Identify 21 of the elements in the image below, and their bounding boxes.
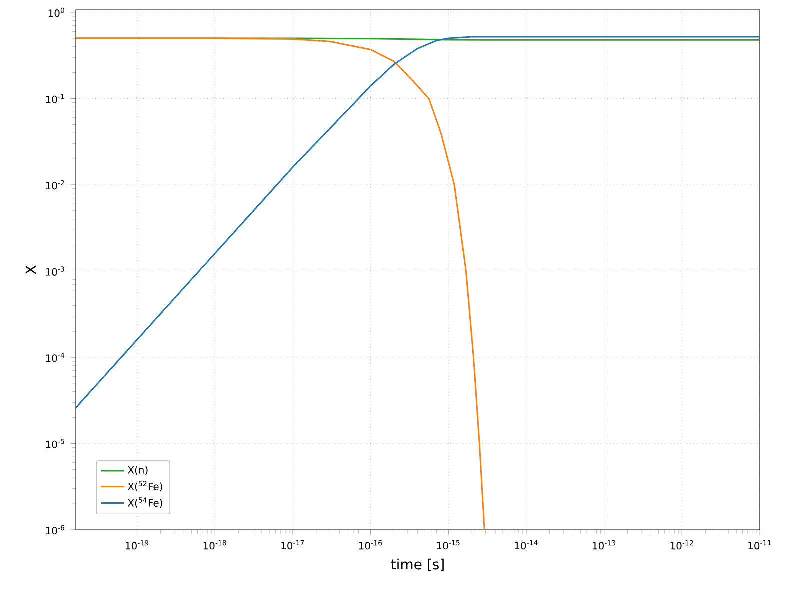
y-tick-label: 10$^{-2}$	[46, 180, 64, 190]
x-tick-label: 10$^{-15}$	[437, 540, 460, 550]
x-tick-label: 10$^{-11}$	[748, 540, 772, 550]
x-tick-label: 10$^{-16}$	[360, 540, 382, 550]
x-tick-label: 10$^{-18}$	[204, 540, 226, 550]
legend-label: X($^{54}$Fe)	[128, 498, 162, 508]
x-tick-label: 10$^{-12}$	[670, 540, 694, 550]
y-tick-label: 10$^{-6}$	[46, 525, 64, 535]
y-tick-label: 10$^{-3}$	[46, 266, 64, 276]
y-tick-label: 10$^{0}$	[48, 8, 64, 18]
legend-label: X($^{52}$Fe)	[128, 481, 162, 492]
x-axis-title: time [s]	[391, 558, 444, 572]
y-tick-label: 10$^{-1}$	[46, 94, 64, 104]
y-tick-label: 10$^{-5}$	[46, 439, 64, 448]
x-tick-label: 10$^{-19}$	[126, 540, 149, 550]
legend-label: X(n)	[128, 466, 148, 476]
y-axis-title: X	[26, 266, 36, 274]
x-tick-label: 10$^{-13}$	[593, 540, 616, 550]
x-tick-label: 10$^{-17}$	[282, 540, 304, 550]
y-tick-label: 10$^{-4}$	[46, 352, 65, 362]
x-tick-label: 10$^{-14}$	[515, 540, 538, 550]
